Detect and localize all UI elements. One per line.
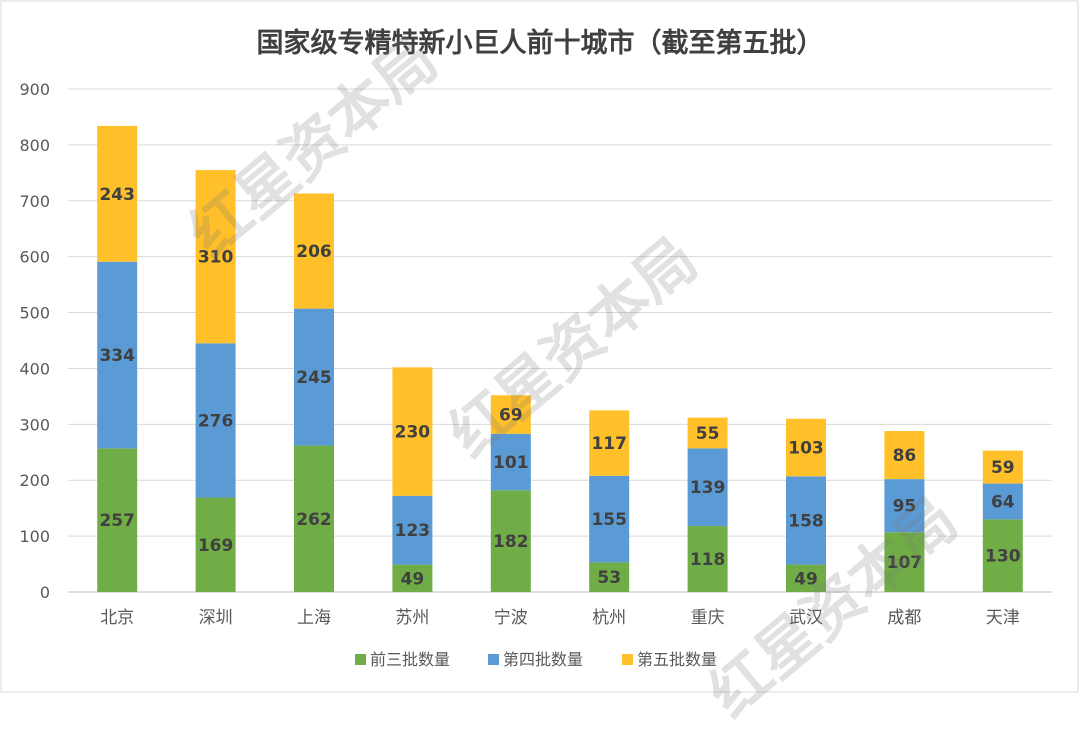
bar-segment: [490, 490, 531, 592]
bar-segment: [294, 445, 334, 592]
x-tick-label: 上海: [297, 608, 331, 628]
y-tick-label: 700: [19, 192, 50, 211]
x-tick-label: 武汉: [789, 608, 823, 628]
data-label: 49: [401, 569, 425, 589]
bar-segment: [589, 410, 630, 476]
bar-segment: [982, 519, 1023, 592]
bar-segment: [786, 418, 826, 477]
legend: 前三批数量 第四批数量 第五批数量: [355, 650, 717, 669]
data-label: 257: [99, 511, 135, 531]
bar-segment: [884, 431, 925, 480]
x-tick-label: 深圳: [199, 608, 233, 628]
bar-segment: [97, 125, 138, 262]
bar-segment: [392, 564, 433, 592]
legend-label: 前三批数量: [370, 650, 450, 669]
y-axis-ticks: 0 100 200 300 400 500 600 700 800 900: [19, 80, 50, 602]
bar-segment: [687, 417, 728, 449]
bar-segment: [982, 450, 1023, 484]
bar-segment: [589, 475, 630, 563]
data-label: 206: [296, 242, 332, 262]
data-label: 262: [296, 510, 332, 530]
data-label: 130: [985, 547, 1021, 567]
x-tick-label: 重庆: [691, 608, 725, 628]
bar-segment: [982, 483, 1023, 520]
bars: [97, 125, 1023, 592]
bar-segment: [884, 532, 925, 592]
x-tick-label: 天津: [986, 608, 1020, 628]
data-label: 334: [99, 346, 135, 366]
y-tick-label: 200: [19, 471, 50, 490]
y-tick-label: 800: [19, 136, 50, 155]
bar-segment: [687, 448, 728, 527]
bar-segment: [490, 395, 531, 434]
data-labels: 257 334 243 169 276 310 262 245 206 49 123 230 182 10…: [99, 185, 1020, 590]
data-label: 310: [198, 248, 234, 268]
bar-segment: [195, 497, 236, 592]
data-label: 169: [198, 536, 234, 556]
y-tick-label: 500: [19, 304, 50, 323]
data-label: 103: [788, 439, 824, 459]
data-label: 59: [991, 458, 1015, 478]
data-label: 123: [395, 521, 431, 541]
x-tick-label: 宁波: [494, 608, 528, 628]
y-tick-label: 600: [19, 248, 50, 267]
bar-segment: [884, 479, 925, 533]
x-axis-ticks: 北京 深圳 上海 苏州 宁波 杭州 重庆 武汉 成都 天津: [100, 608, 1020, 628]
bar-segment: [97, 448, 138, 592]
data-label: 182: [493, 532, 529, 552]
bar-segment: [490, 433, 531, 491]
data-label: 276: [198, 411, 234, 431]
data-label: 55: [696, 424, 720, 444]
bar-segment: [392, 367, 433, 496]
bar-segment: [786, 476, 826, 565]
data-label: 101: [493, 453, 529, 473]
x-tick-label: 杭州: [592, 608, 626, 628]
bar-segment: [294, 193, 334, 309]
bar-segment: [195, 170, 236, 344]
data-label: 64: [991, 492, 1015, 512]
bar-segment: [786, 564, 826, 592]
data-label: 155: [591, 510, 627, 530]
bar-segment: [392, 495, 433, 565]
data-label: 158: [788, 511, 824, 531]
data-label: 86: [893, 446, 917, 466]
x-tick-label: 北京: [100, 608, 134, 628]
data-label: 118: [690, 550, 726, 570]
x-tick-label: 成都: [887, 608, 921, 628]
bar-segment: [195, 343, 236, 498]
data-label: 107: [887, 553, 923, 573]
data-label: 69: [499, 406, 523, 426]
y-tick-label: 400: [19, 359, 50, 378]
y-tick-label: 900: [19, 80, 50, 99]
legend-swatch: [622, 654, 633, 665]
data-label: 49: [794, 569, 818, 589]
data-label: 117: [591, 434, 627, 454]
x-tick-label: 苏州: [395, 608, 429, 628]
y-tick-label: 0: [40, 583, 50, 602]
chart-border: [0, 0, 1079, 693]
chart-title: 国家级专精特新小巨人前十城市（截至第五批）: [257, 27, 824, 59]
data-label: 53: [597, 568, 621, 588]
data-label: 95: [893, 497, 917, 517]
legend-swatch: [488, 654, 499, 665]
y-tick-label: 300: [19, 415, 50, 434]
data-label: 230: [395, 423, 431, 443]
legend-label: 第五批数量: [637, 650, 717, 669]
y-tick-label: 100: [19, 527, 50, 546]
bar-segment: [294, 308, 334, 446]
bar-segment: [687, 526, 728, 592]
data-label: 243: [99, 185, 135, 205]
legend-swatch: [355, 654, 366, 665]
legend-label: 第四批数量: [503, 650, 583, 669]
data-label: 139: [690, 478, 726, 498]
stacked-bar-chart: 国家级专精特新小巨人前十城市（截至第五批） 0 100 200 300 400 500 60…: [0, 0, 1080, 694]
data-label: 245: [296, 368, 332, 388]
bar-segment: [589, 562, 630, 592]
bar-segment: [97, 261, 138, 449]
